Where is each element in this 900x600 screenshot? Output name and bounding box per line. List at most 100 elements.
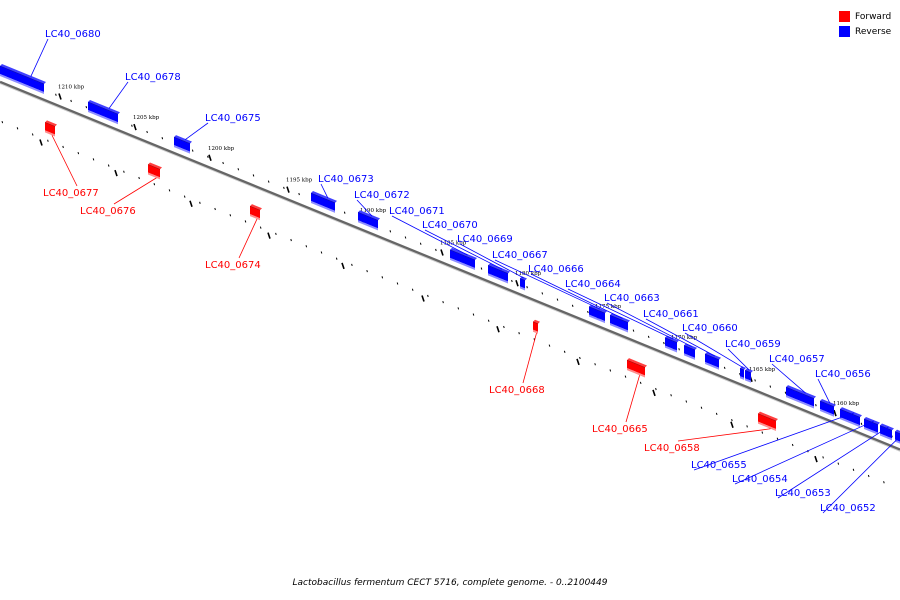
gene-label[interactable]: LC40_0664 — [565, 279, 621, 290]
gene-label[interactable]: LC40_0660 — [682, 323, 738, 334]
minor-tick — [655, 387, 657, 391]
legend-item-reverse: Reverse — [839, 24, 891, 39]
gene-lc40-0670[interactable]: LC40_0670 — [422, 220, 510, 284]
gene-top — [684, 343, 697, 350]
gene-body — [533, 321, 538, 332]
leader-line — [567, 288, 674, 340]
gene-label[interactable]: LC40_0656 — [815, 369, 871, 380]
gene-shadow — [0, 74, 44, 94]
minor-tick — [632, 329, 635, 332]
gene-body — [311, 193, 335, 211]
gene-lc40-0655[interactable]: LC40_0655 — [691, 407, 862, 471]
gene-label[interactable]: LC40_0674 — [205, 260, 261, 271]
gene-shadow — [740, 376, 744, 380]
major-tick-lower — [576, 358, 580, 366]
gene-lc40-0663[interactable]: LC40_0663 — [604, 293, 697, 360]
gene-lc40-0656[interactable]: LC40_0656 — [815, 369, 871, 417]
minor-tick — [259, 226, 262, 229]
gene-label[interactable]: LC40_0653 — [775, 488, 831, 499]
gene-lc40-0654[interactable]: LC40_0654 — [732, 416, 880, 485]
gene-label[interactable]: LC40_0654 — [732, 474, 788, 485]
gene-top — [758, 411, 778, 421]
gene-label[interactable]: LC40_0658 — [644, 443, 700, 454]
gene-label[interactable]: LC40_0678 — [125, 72, 181, 83]
gene-edge — [249, 205, 261, 211]
gene-label[interactable]: LC40_0671 — [389, 206, 445, 217]
legend-label-reverse: Reverse — [855, 26, 892, 37]
leader-line — [684, 332, 744, 368]
gene-lc40-0658[interactable]: LC40_0658 — [644, 411, 778, 454]
gene-label[interactable]: LC40_0668 — [489, 385, 545, 396]
gene-body — [684, 345, 695, 358]
gene-lc40-0678[interactable]: LC40_0678 — [87, 72, 181, 125]
minor-tick — [161, 137, 164, 140]
minor-tick — [16, 127, 19, 130]
gene-shadow — [665, 345, 677, 353]
minor-tick — [776, 437, 779, 440]
gene-lc40-0661[interactable]: LC40_0661 — [643, 309, 721, 370]
gene-lc40-0660[interactable]: LC40_0660 — [682, 323, 746, 380]
gene-lc40-0653[interactable]: LC40_0653 — [775, 423, 894, 499]
gene-top — [311, 191, 337, 203]
gene-body — [358, 212, 378, 229]
gene-label[interactable]: LC40_0663 — [604, 293, 660, 304]
minor-tick — [207, 155, 209, 158]
gene-label[interactable]: LC40_0652 — [820, 503, 876, 514]
gene-edge — [310, 192, 336, 204]
minor-tick — [229, 214, 232, 217]
gene-lc40-0668[interactable]: LC40_0668 — [489, 319, 545, 396]
gene-lc40-0673[interactable]: LC40_0673 — [310, 174, 374, 213]
tick-label: 1200 kbp — [208, 146, 235, 152]
gene-label[interactable]: LC40_0670 — [422, 220, 478, 231]
gene-label[interactable]: LC40_0665 — [592, 424, 648, 435]
gene-edge — [609, 314, 629, 323]
leader-line — [530, 273, 623, 319]
gene-body — [610, 315, 628, 331]
gene-body — [148, 164, 160, 178]
gene-lc40-0664[interactable]: LC40_0664 — [565, 279, 679, 353]
gene-lc40-0674[interactable]: LC40_0674 — [205, 204, 262, 271]
gene-shadow — [745, 378, 751, 383]
minor-tick — [609, 369, 612, 372]
gene-label[interactable]: LC40_0657 — [769, 354, 825, 365]
gene-lc40-0680[interactable]: LC40_0680 — [0, 29, 101, 94]
gene-label[interactable]: LC40_0666 — [528, 264, 584, 275]
leader-line — [606, 302, 692, 347]
gene-label[interactable]: LC40_0669 — [457, 234, 513, 245]
gene-lc40-0669[interactable]: LC40_0669 — [457, 234, 527, 291]
gene-shadow — [864, 426, 878, 435]
gene-body — [745, 370, 751, 381]
gene-lc40-0672[interactable]: LC40_0672 — [354, 190, 410, 231]
gene-top — [705, 351, 721, 360]
gene-label[interactable]: LC40_0677 — [43, 188, 99, 199]
gene-label[interactable]: LC40_0672 — [354, 190, 410, 201]
gene-lc40-0652[interactable]: LC40_0652 — [820, 429, 900, 514]
minor-tick — [252, 174, 255, 177]
gene-label[interactable]: LC40_0676 — [80, 206, 136, 217]
gene-label[interactable]: LC40_0661 — [643, 309, 699, 320]
gene-label[interactable]: LC40_0655 — [691, 460, 747, 471]
gene-lc40-0665[interactable]: LC40_0665 — [592, 358, 648, 435]
gene-label[interactable]: LC40_0667 — [492, 250, 548, 261]
gene-lc40-0657[interactable]: LC40_0657 — [769, 354, 825, 409]
gene-lc40-0675[interactable]: LC40_0675 — [173, 113, 261, 154]
gene-lc40-0659[interactable]: LC40_0659 — [725, 339, 781, 383]
gene-lc40-0667[interactable]: LC40_0667 — [492, 250, 607, 324]
gene-shadow — [880, 433, 892, 441]
gene-top — [786, 385, 816, 399]
gene-shadow — [786, 395, 814, 409]
minor-tick — [723, 366, 726, 370]
tick-label: 1165 kbp — [749, 367, 776, 373]
gene-lc40-0666[interactable]: LC40_0666 — [528, 264, 630, 333]
minor-tick — [381, 276, 384, 279]
gene-top — [627, 358, 647, 368]
gene-label[interactable]: LC40_0675 — [205, 113, 261, 124]
gene-lc40-0676[interactable]: LC40_0676 — [80, 162, 162, 217]
gene-label[interactable]: LC40_0680 — [45, 29, 101, 40]
gene-label[interactable]: LC40_0673 — [318, 174, 374, 185]
tick-label: 1210 kbp — [58, 85, 85, 91]
gene-lc40-0677[interactable]: LC40_0677 — [43, 120, 99, 199]
gene-lc40-0671[interactable]: LC40_0671 — [389, 206, 477, 271]
gene-label[interactable]: LC40_0659 — [725, 339, 781, 350]
